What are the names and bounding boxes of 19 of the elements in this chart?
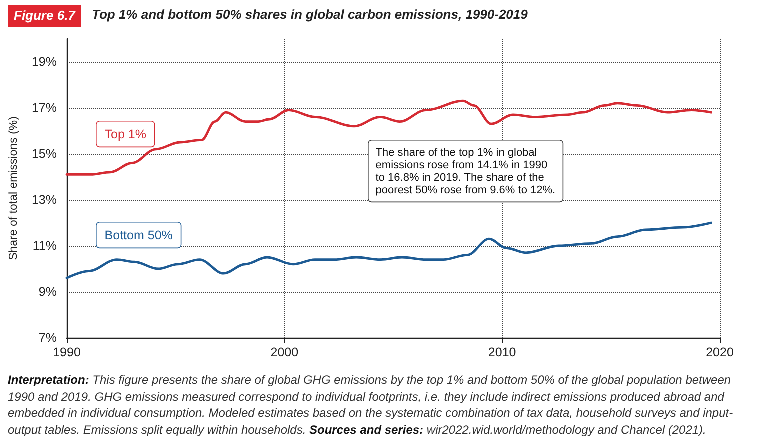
y-tick-label: 7% — [38, 331, 57, 345]
series-label: Bottom 50% — [104, 228, 173, 242]
y-tick-label: 11% — [32, 239, 57, 253]
text: Interpretation: This figure presents the share of global GHG emissions by the top 1% and bottom 50% of the global population between 1990 and 2019. GHG emissions measured correspond to individual footprints, i.e. they include indirect emissions produced abroad and embedded in individual consumption. Modeled estimates based on the systematic combination of tax data, household surveys and input-output tables. Emissions split equally within households. Sources and series: wir2022.wid.world/methodology and Chancel (2021). — [8, 373, 734, 436]
line-series — [66, 222, 712, 280]
annotation: The share of the top 1% in global emissions rose from 14.1% in 1990 to 16.8% in 2019. The share of the poorest 50% rose from 9.6% to 12%. — [376, 147, 556, 197]
x-tick-label: 2000 — [270, 346, 299, 360]
y-tick-label: 19% — [32, 55, 57, 69]
x-tick-label: 1990 — [53, 346, 81, 360]
x-tick-label: 2020 — [706, 346, 734, 360]
y-tick-label: 9% — [38, 285, 57, 299]
caption: Figure 6.7 — [8, 5, 82, 27]
y-tick-label: 17% — [32, 101, 57, 115]
chart-title: Top 1% and bottom 50% shares in global carbon emissions, 1990-2019 — [92, 7, 528, 23]
y-tick-label: 13% — [32, 193, 57, 207]
series-label: Top 1% — [104, 127, 147, 142]
x-tick-label: 2010 — [488, 346, 516, 360]
y-tick-label: 15% — [32, 147, 57, 161]
y-axis-title: Share of total emissions (%) — [8, 116, 20, 260]
